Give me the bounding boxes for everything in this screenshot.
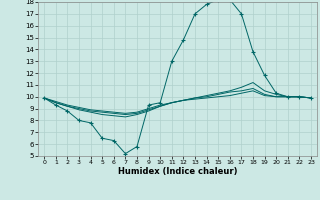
X-axis label: Humidex (Indice chaleur): Humidex (Indice chaleur) [118, 167, 237, 176]
